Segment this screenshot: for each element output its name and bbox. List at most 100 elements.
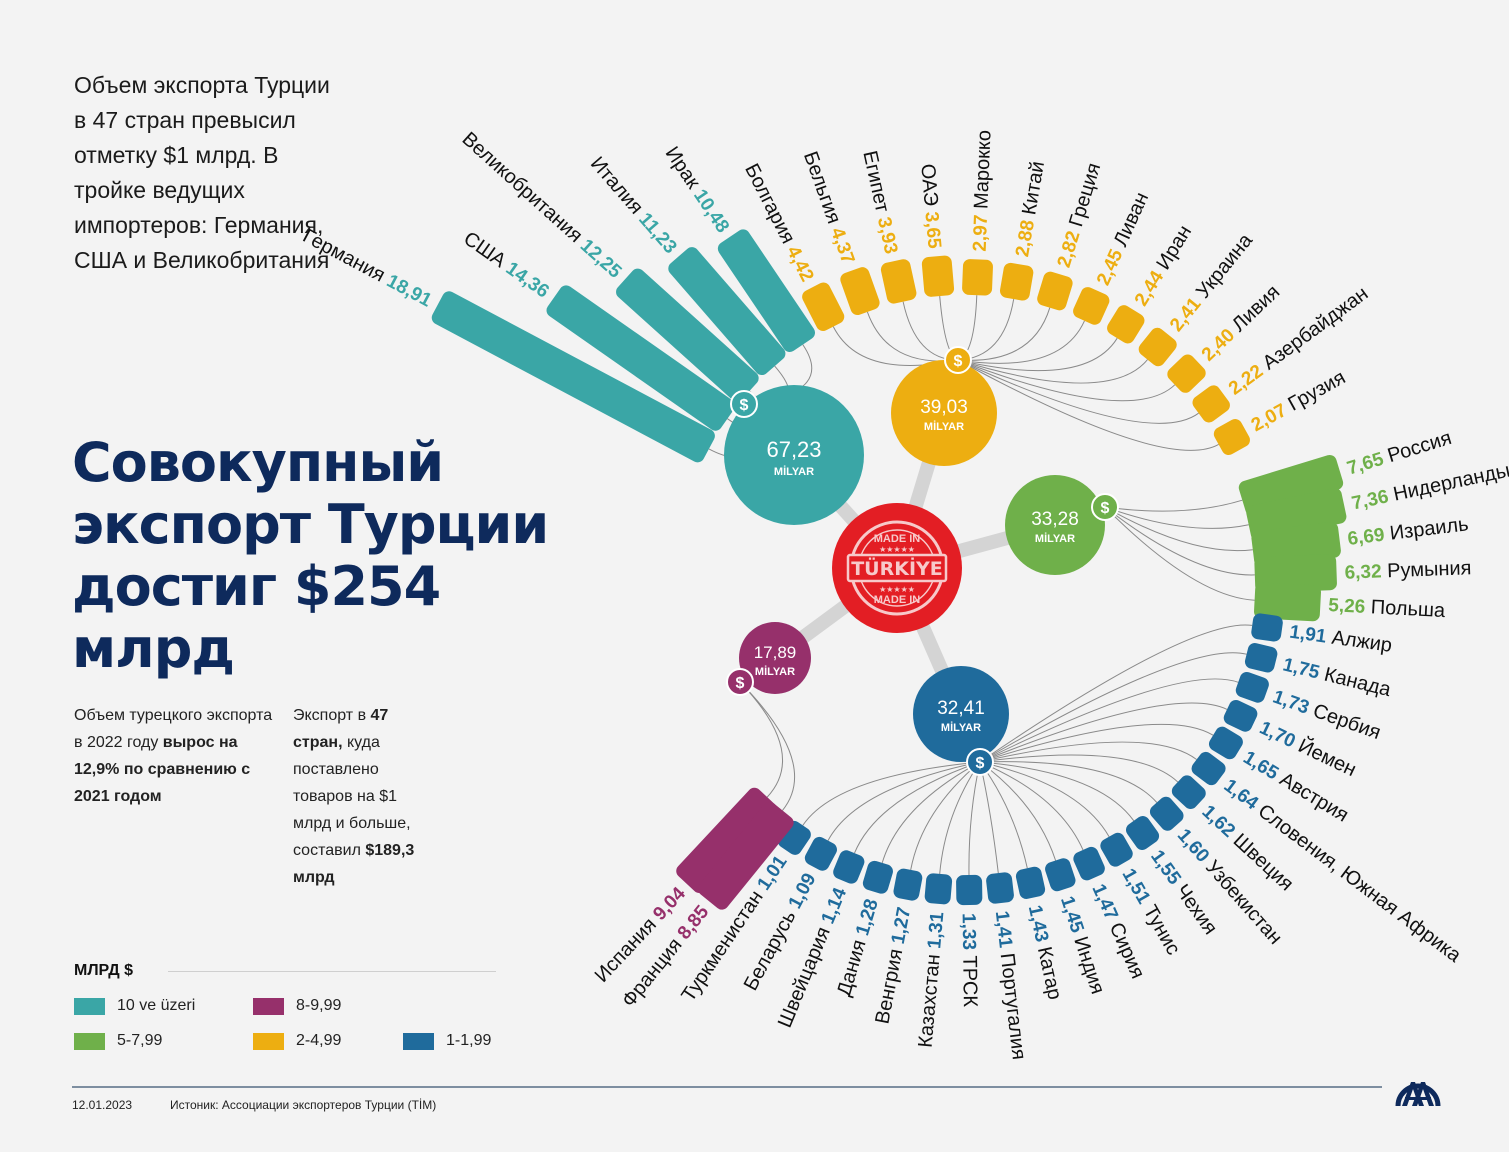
bar	[1037, 271, 1073, 311]
legend-swatch	[253, 997, 284, 1015]
bar-group	[999, 262, 1034, 301]
bar-value: 1,14	[818, 884, 852, 927]
bar-group	[962, 259, 993, 296]
bar-value: 2,97	[970, 214, 992, 252]
country-name: Россия	[1380, 427, 1454, 469]
country-name: Чехия	[1168, 876, 1222, 939]
bar	[1223, 699, 1258, 732]
bar	[1107, 305, 1145, 344]
connector-line	[979, 761, 1084, 851]
connector-line	[1104, 506, 1249, 529]
bar-label-text: Италия 11,23	[586, 153, 681, 258]
bar-group	[676, 787, 778, 894]
hub-circle	[913, 666, 1009, 762]
bar-label-group: Италия 11,23	[586, 153, 681, 258]
connector-line	[957, 320, 1085, 364]
made-in-turkiye-badge: MADE IN TÜRKİYE MADE IN ★★★★★ ★★★★★	[832, 503, 962, 633]
bar-group	[1073, 287, 1110, 325]
bar-value: 12,25	[576, 235, 626, 283]
bars	[431, 229, 1347, 910]
bar-group	[1125, 815, 1160, 850]
bar-label-group: 1,43 Катар	[1024, 903, 1066, 1001]
dollar-icon	[966, 748, 994, 776]
bar-label-text: Бельгия 4,37	[799, 149, 859, 267]
bar-group	[804, 836, 837, 871]
connector-line	[957, 359, 1219, 451]
connector-line	[739, 681, 784, 798]
group-hub: 39,03 MİLYAR $	[891, 346, 997, 466]
legend-swatch	[253, 1032, 284, 1050]
dollar-icon-glyph: $	[740, 397, 749, 414]
connector-line	[854, 761, 981, 854]
bar	[1045, 858, 1076, 892]
bar-group	[668, 247, 786, 376]
country-name: Китай	[1017, 160, 1049, 222]
connector-line	[979, 761, 1135, 822]
bar-label-group: Египет 3,93	[858, 149, 901, 256]
bar-label-text: Германия 18,91	[299, 225, 436, 312]
legend-item: 10 ve üzeri	[74, 997, 195, 1015]
bar-label-group: Венгрия 1,27	[871, 905, 915, 1026]
bar	[893, 868, 923, 901]
hub-unit: MİLYAR	[924, 420, 964, 433]
bar-label-group: 2,45 Ливан	[1093, 189, 1153, 289]
bar-group	[431, 291, 715, 463]
bar-label-group: Ирак 10,48	[661, 143, 734, 237]
connector-line	[979, 761, 1110, 837]
footer-date: 12.01.2023	[72, 1098, 133, 1112]
bar-label-text: Венгрия 1,27	[871, 905, 915, 1025]
bar-group	[1167, 354, 1206, 393]
bar-label-group: 1,41 Португалия	[991, 910, 1030, 1061]
bar-group	[1073, 846, 1105, 881]
bar	[1125, 815, 1160, 850]
bar-label-text: 2,82 Греция	[1053, 160, 1106, 270]
country-name: Италия	[586, 153, 651, 223]
bar	[717, 229, 816, 352]
bar-group	[1251, 613, 1283, 642]
legend-swatch	[403, 1032, 434, 1050]
hub-total: 67,23	[766, 437, 821, 462]
bar-group	[1235, 671, 1269, 703]
bar	[431, 291, 715, 463]
country-name: Ливан	[1107, 189, 1153, 255]
hubs: 67,23 MİLYAR $ 39,03 MİLYAR $33,28 MİLYAR $32,4…	[724, 346, 1119, 776]
bar	[862, 860, 893, 894]
footer-divider	[72, 1086, 1382, 1088]
bar-group	[1107, 305, 1145, 344]
bar-value: 1,43	[1024, 903, 1052, 944]
headline: Совокупный экспорт Турции достиг $254 мл…	[72, 431, 549, 680]
bar-group	[1045, 858, 1076, 892]
countries-note-bold-2: $189,3 млрд	[293, 842, 415, 886]
connector-line	[979, 678, 1239, 763]
connector-line	[939, 761, 981, 874]
bar-group	[1238, 454, 1344, 516]
bar	[1235, 671, 1269, 703]
bar-group	[880, 259, 917, 304]
bar-group	[546, 285, 735, 431]
countries-note-plain-2: куда поставлено товаров на $1 млрд и бол…	[293, 734, 411, 859]
dollar-icon	[944, 346, 972, 374]
bar-value: 1,31	[924, 911, 948, 950]
bar-value: 1,33	[958, 913, 980, 950]
connector-line	[979, 761, 1057, 861]
legend-divider	[168, 971, 496, 972]
bar	[921, 255, 955, 297]
group-hub: 32,41 MİLYAR $	[913, 666, 1009, 776]
legend-label: 10 ve üzeri	[117, 997, 196, 1014]
bar-label-group: США 14,36	[459, 228, 553, 303]
bar-group	[1223, 699, 1258, 732]
connector-line	[979, 761, 1028, 869]
bar	[1138, 327, 1177, 367]
hub-total: 33,28	[1031, 509, 1079, 530]
bar-value: 14,36	[502, 258, 553, 302]
dollar-icon	[730, 390, 758, 418]
bar	[1246, 488, 1347, 542]
bar-label-text: 1,33 ТРСК	[958, 913, 981, 1008]
connector-line	[802, 761, 981, 826]
bar	[1073, 846, 1105, 881]
bar	[1238, 454, 1344, 516]
bar-label-group: Казахстан 1,31	[915, 911, 949, 1049]
bar-label-group: 6,32 Румыния	[1344, 557, 1471, 583]
bar-label-text: Ирак 10,48	[661, 143, 734, 237]
